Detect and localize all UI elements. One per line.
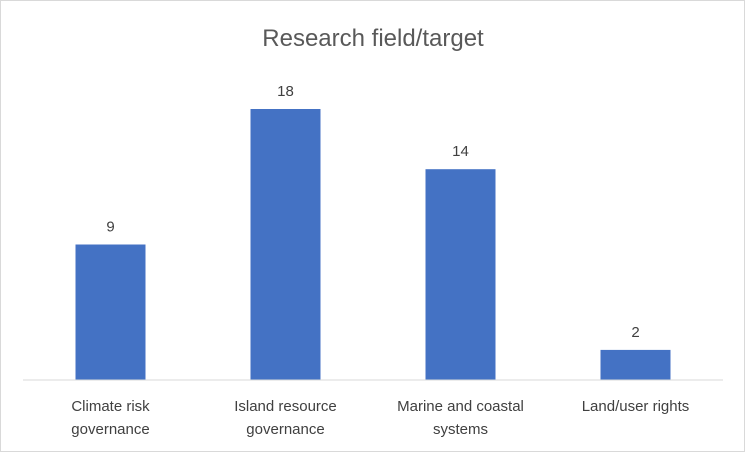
bar-2 bbox=[425, 169, 496, 380]
data-label-1: 18 bbox=[277, 83, 294, 100]
x-tick-label-2: Marine and coastal systems bbox=[397, 398, 524, 438]
x-tick-label-line: systems bbox=[433, 421, 488, 438]
x-tick-label-3: Land/user rights bbox=[582, 398, 690, 415]
data-label-0: 9 bbox=[106, 219, 114, 236]
x-tick-label-line: Land/user rights bbox=[582, 398, 690, 415]
x-tick-label-0: Climate risk governance bbox=[71, 398, 150, 438]
bar-0 bbox=[75, 244, 146, 380]
data-label-3: 2 bbox=[631, 324, 639, 341]
bar-3 bbox=[600, 349, 671, 380]
x-tick-label-line: Climate risk bbox=[71, 398, 150, 415]
x-tick-label-line: Marine and coastal bbox=[397, 398, 524, 415]
chart-title: Research field/target bbox=[262, 25, 484, 52]
x-tick-labels-group: Climate risk governance Island resource gov… bbox=[71, 398, 689, 438]
x-tick-label-line: Island resource bbox=[234, 398, 337, 415]
bars-group bbox=[75, 109, 671, 380]
data-label-2: 14 bbox=[452, 143, 469, 160]
x-tick-label-line: governance bbox=[71, 421, 149, 438]
x-tick-label-line: governance bbox=[246, 421, 324, 438]
x-tick-label-1: Island resource governance bbox=[234, 398, 337, 438]
data-labels-group: 9 18 14 2 bbox=[106, 83, 639, 341]
bar-1 bbox=[250, 109, 321, 380]
